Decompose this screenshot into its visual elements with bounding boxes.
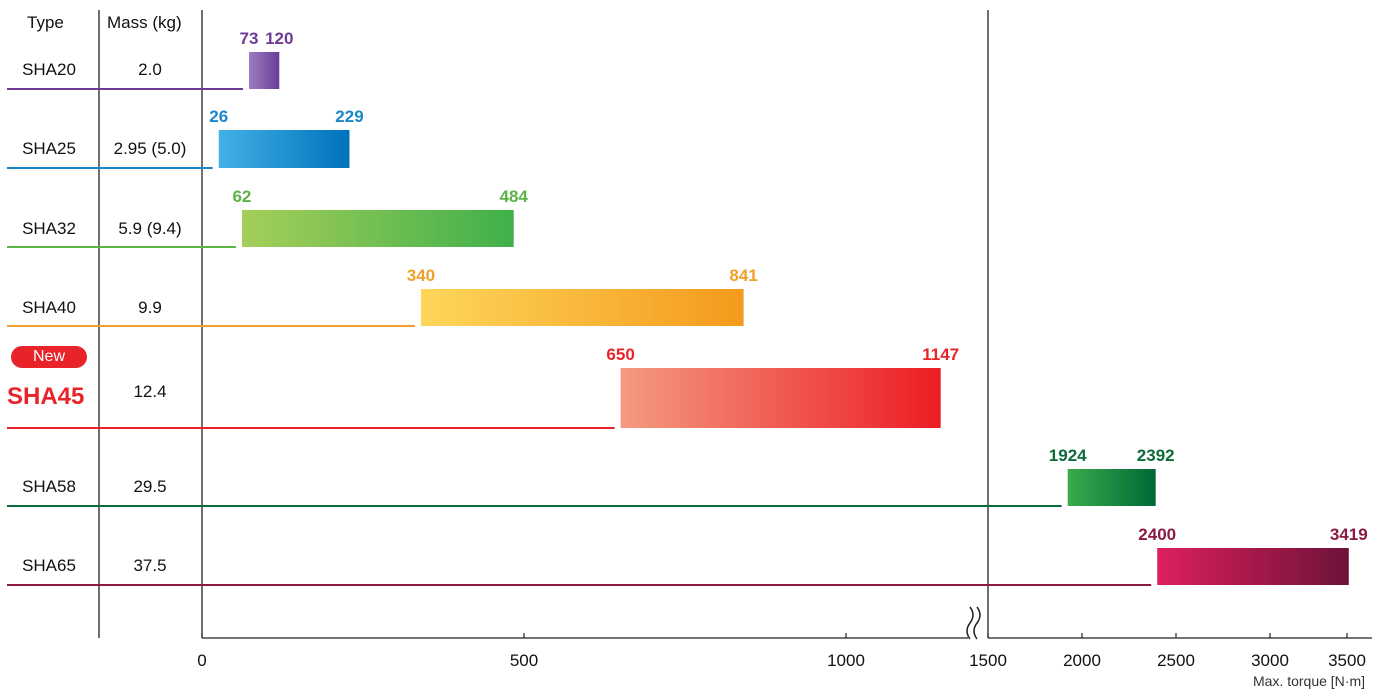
x-tick-label: 3500	[1328, 651, 1366, 670]
x-tick-label: 2500	[1157, 651, 1195, 670]
bar-max-label: 120	[265, 29, 293, 48]
torque-bar-sha40	[420, 289, 744, 326]
x-tick-label: 500	[510, 651, 538, 670]
axis-break-mark	[973, 606, 981, 640]
type-header: Type	[27, 13, 64, 32]
bar-max-label: 229	[335, 107, 363, 126]
mass-cell: 12.4	[133, 382, 167, 401]
type-cell: SHA65	[22, 556, 76, 575]
type-cell: SHA20	[22, 60, 76, 79]
mass-cell: 29.5	[133, 477, 167, 496]
x-tick-label: 1000	[827, 651, 865, 670]
mass-header: Mass (kg)	[107, 13, 182, 32]
type-cell: SHA40	[22, 298, 76, 317]
torque-bar-sha25	[218, 130, 350, 168]
x-tick-label: 2000	[1063, 651, 1101, 670]
x-tick-label: 0	[197, 651, 206, 670]
type-cell: SHA58	[22, 477, 76, 496]
torque-bar-sha32	[241, 210, 514, 247]
torque-bar-sha65	[1157, 548, 1349, 585]
mass-cell: 37.5	[133, 556, 167, 575]
type-cell: SHA25	[22, 139, 76, 158]
bar-max-label: 841	[729, 266, 757, 285]
bar-max-label: 1147	[922, 345, 959, 364]
bar-min-label: 340	[407, 266, 435, 285]
x-axis-label: Max. torque [N·m]	[1253, 673, 1365, 689]
new-badge: New	[11, 346, 87, 368]
bar-min-label: 73	[240, 29, 259, 48]
axis-break-mark	[966, 606, 974, 640]
bar-max-label: 2392	[1137, 446, 1175, 465]
x-tick-label: 1500	[969, 651, 1007, 670]
mass-cell: 2.0	[138, 60, 162, 79]
bar-min-label: 62	[232, 187, 251, 206]
type-cell: SHA32	[22, 219, 76, 238]
torque-bar-sha45	[620, 368, 941, 428]
bar-max-label: 3419	[1330, 525, 1368, 544]
bar-min-label: 650	[606, 345, 634, 364]
torque-bar-sha58	[1067, 469, 1156, 506]
bar-max-label: 484	[500, 187, 529, 206]
mass-cell: 9.9	[138, 298, 162, 317]
torque-bar-sha20	[249, 52, 280, 89]
bar-min-label: 2400	[1138, 525, 1176, 544]
bar-min-label: 1924	[1049, 446, 1087, 465]
mass-cell: 5.9 (9.4)	[118, 219, 182, 238]
x-tick-label: 3000	[1251, 651, 1289, 670]
type-cell-new-model: SHA45	[7, 383, 85, 410]
bar-min-label: 26	[209, 107, 228, 126]
mass-cell: 2.95 (5.0)	[113, 139, 187, 158]
